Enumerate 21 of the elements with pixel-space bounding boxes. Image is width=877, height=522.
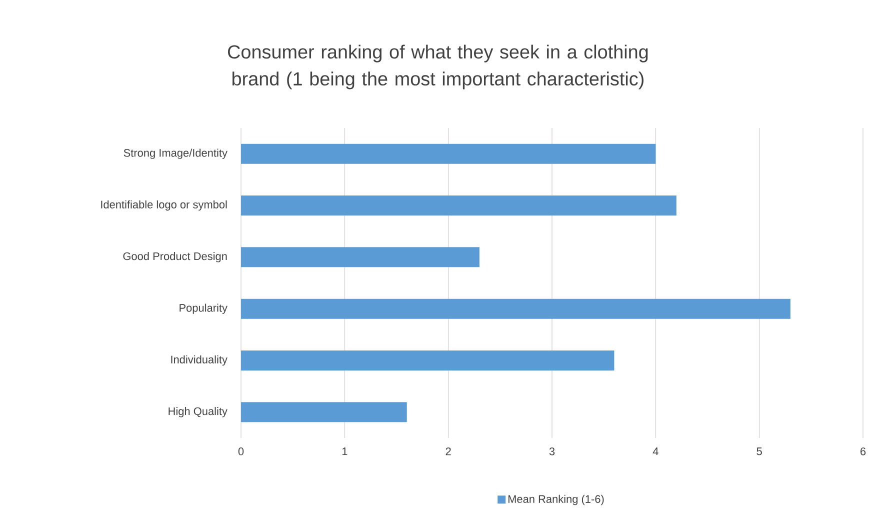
bar	[241, 247, 480, 268]
x-tick-label: 1	[342, 448, 348, 456]
y-tick-label: Identifiable logo or symbol	[101, 200, 227, 211]
x-tick-label: 5	[756, 448, 762, 456]
bar	[241, 402, 407, 422]
y-tick-label: Individuality	[171, 355, 228, 366]
x-tick-label: 4	[652, 448, 658, 456]
x-tick-label: 2	[446, 448, 451, 456]
bar	[241, 350, 614, 370]
x-tick-label: 6	[860, 448, 866, 456]
y-tick-label: Strong Image/Identity	[124, 148, 228, 159]
chart-title: Consumer ranking of what they seek in a clothing brand (1 being the most important characteristic)	[228, 44, 648, 90]
bar	[241, 144, 656, 164]
bar	[241, 298, 790, 319]
x-tick-label: 3	[549, 448, 555, 456]
y-tick-label: Popularity	[180, 304, 228, 314]
y-tick-label: High Quality	[168, 407, 228, 418]
legend-label: Mean Ranking (1-6)	[508, 494, 604, 506]
x-tick-label: 0	[238, 448, 244, 456]
bar	[241, 195, 676, 216]
y-tick-label: Good Product Design	[123, 252, 227, 262]
